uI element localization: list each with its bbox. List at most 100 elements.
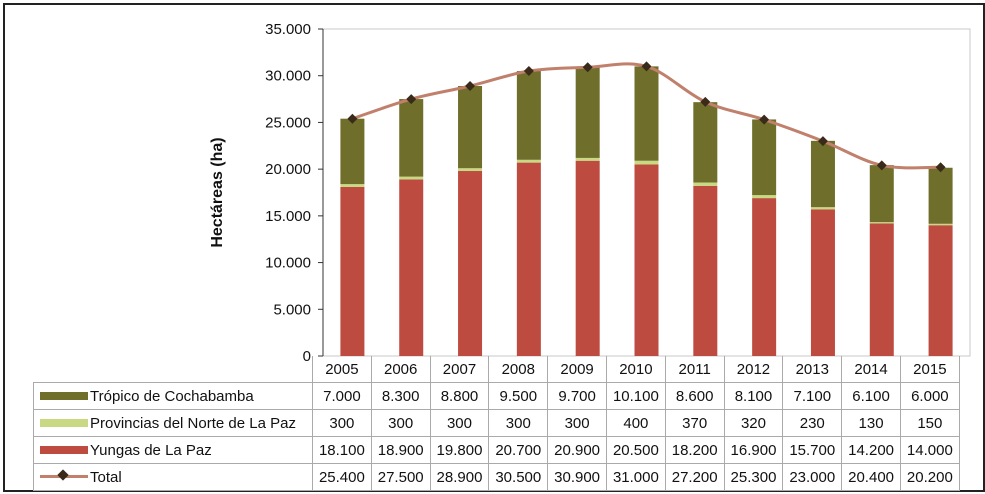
series-label: Trópico de Cochabamba xyxy=(33,382,313,410)
year-header: 2012 xyxy=(723,356,784,383)
legend-line-icon xyxy=(40,469,88,481)
table-cell: 31.000 xyxy=(605,463,666,491)
table-cell: 27.200 xyxy=(664,463,725,491)
bar-yungas-de-la-paz xyxy=(693,185,718,356)
table-cell: 30.500 xyxy=(488,463,549,491)
bar-provincias-del-norte-de-la-paz xyxy=(340,184,365,187)
total-marker xyxy=(641,61,652,72)
bar-provincias-del-norte-de-la-paz xyxy=(634,160,659,165)
bar-provincias-del-norte-de-la-paz xyxy=(869,222,894,224)
table-cell: 6.000 xyxy=(899,382,960,410)
table-cell: 18.900 xyxy=(370,436,431,464)
table-row: Yungas de La Paz 18.100 18.900 19.800 20.700… xyxy=(33,436,960,464)
table-cell: 300 xyxy=(488,409,549,437)
table-cell: 15.700 xyxy=(782,436,843,464)
bar-tr-pico-de-cochabamba xyxy=(340,118,365,185)
bar-yungas-de-la-paz xyxy=(516,162,541,356)
bar-yungas-de-la-paz xyxy=(634,164,659,356)
table-cell: 9.700 xyxy=(547,382,607,410)
year-header: 2013 xyxy=(782,356,843,383)
bar-tr-pico-de-cochabamba xyxy=(399,99,424,177)
table-row: Trópico de Cochabamba 7.000 8.300 8.800 9.50… xyxy=(33,382,960,410)
table-row: Total 25.400 27.500 28.900 30.500 30.900 31.00… xyxy=(33,463,960,491)
table-cell: 300 xyxy=(429,409,490,437)
bar-provincias-del-norte-de-la-paz xyxy=(516,159,541,163)
y-tick-label: 25.000 xyxy=(265,114,311,131)
table-cell: 230 xyxy=(782,409,843,437)
bar-provincias-del-norte-de-la-paz xyxy=(399,176,424,180)
table-row: Provincias del Norte de La Paz 300 300 300 3… xyxy=(33,409,960,437)
year-row: 2005 2006 2007 2008 2009 2010 2011 2012 2013 2014… xyxy=(34,356,960,383)
y-tick-label: 5.000 xyxy=(273,301,311,318)
bar-provincias-del-norte-de-la-paz xyxy=(693,182,718,186)
data-table: 2005 2006 2007 2008 2009 2010 2011 2012 2013 2014… xyxy=(33,356,960,491)
year-header: 2005 xyxy=(312,356,372,383)
bar-yungas-de-la-paz xyxy=(575,160,600,356)
year-header: 2006 xyxy=(370,356,431,383)
bar-tr-pico-de-cochabamba xyxy=(516,71,541,160)
table-cell: 8.300 xyxy=(370,382,431,410)
series-label: Yungas de La Paz xyxy=(33,436,313,464)
bar-yungas-de-la-paz xyxy=(340,186,365,356)
bar-provincias-del-norte-de-la-paz xyxy=(752,195,777,199)
table-cell: 23.000 xyxy=(782,463,843,491)
y-tick-label: 30.000 xyxy=(265,68,311,85)
total-marker xyxy=(935,162,946,173)
table-cell: 14.200 xyxy=(841,436,901,464)
y-tick-label: 35.000 xyxy=(265,21,311,38)
total-marker xyxy=(582,62,593,73)
table-cell: 14.000 xyxy=(899,436,960,464)
table-cell: 300 xyxy=(547,409,607,437)
bar-tr-pico-de-cochabamba xyxy=(869,165,894,223)
year-header: 2011 xyxy=(664,356,725,383)
table-cell: 9.500 xyxy=(488,382,549,410)
table-cell: 19.800 xyxy=(429,436,490,464)
year-header: 2008 xyxy=(488,356,549,383)
bar-yungas-de-la-paz xyxy=(869,223,894,356)
y-tick-label: 10.000 xyxy=(265,255,311,272)
table-cell: 28.900 xyxy=(429,463,490,491)
table-cell: 18.200 xyxy=(664,436,725,464)
table-cell: 300 xyxy=(312,409,372,437)
table-cell: 370 xyxy=(664,409,725,437)
table-cell: 20.500 xyxy=(605,436,666,464)
bar-yungas-de-la-paz xyxy=(810,209,835,356)
total-marker xyxy=(876,160,887,171)
year-header: 2010 xyxy=(605,356,666,383)
bar-tr-pico-de-cochabamba xyxy=(752,119,777,196)
y-axis-label: Hectáreas (ha) xyxy=(209,137,226,247)
bar-tr-pico-de-cochabamba xyxy=(634,66,659,161)
bar-provincias-del-norte-de-la-paz xyxy=(810,207,835,210)
bar-yungas-de-la-paz xyxy=(399,179,424,356)
year-header: 2015 xyxy=(899,356,960,383)
y-tick-label: 20.000 xyxy=(265,161,311,178)
table-cell: 20.200 xyxy=(899,463,960,491)
bar-provincias-del-norte-de-la-paz xyxy=(928,223,953,226)
total-marker xyxy=(465,80,476,91)
total-marker xyxy=(347,113,358,124)
table-cell: 20.400 xyxy=(841,463,901,491)
series-label: Total xyxy=(33,463,313,491)
table-cell: 8.600 xyxy=(664,382,725,410)
total-marker xyxy=(700,96,711,107)
table-cell: 7.000 xyxy=(312,382,372,410)
bar-yungas-de-la-paz xyxy=(752,198,777,356)
bar-tr-pico-de-cochabamba xyxy=(458,85,483,169)
table-cell: 10.100 xyxy=(605,382,666,410)
table-cell: 400 xyxy=(605,409,666,437)
y-tick-label: 0 xyxy=(303,348,311,365)
table-cell: 18.100 xyxy=(312,436,372,464)
bar-yungas-de-la-paz xyxy=(458,171,483,356)
chart-frame xyxy=(3,3,985,492)
total-marker xyxy=(759,114,770,125)
bar-tr-pico-de-cochabamba xyxy=(575,67,600,158)
year-header: 2014 xyxy=(841,356,901,383)
legend-swatch xyxy=(40,445,88,454)
table-cell: 150 xyxy=(899,409,960,437)
table-cell: 7.100 xyxy=(782,382,843,410)
table-cell: 27.500 xyxy=(370,463,431,491)
table-cell: 8.100 xyxy=(723,382,784,410)
table-cell: 16.900 xyxy=(723,436,784,464)
